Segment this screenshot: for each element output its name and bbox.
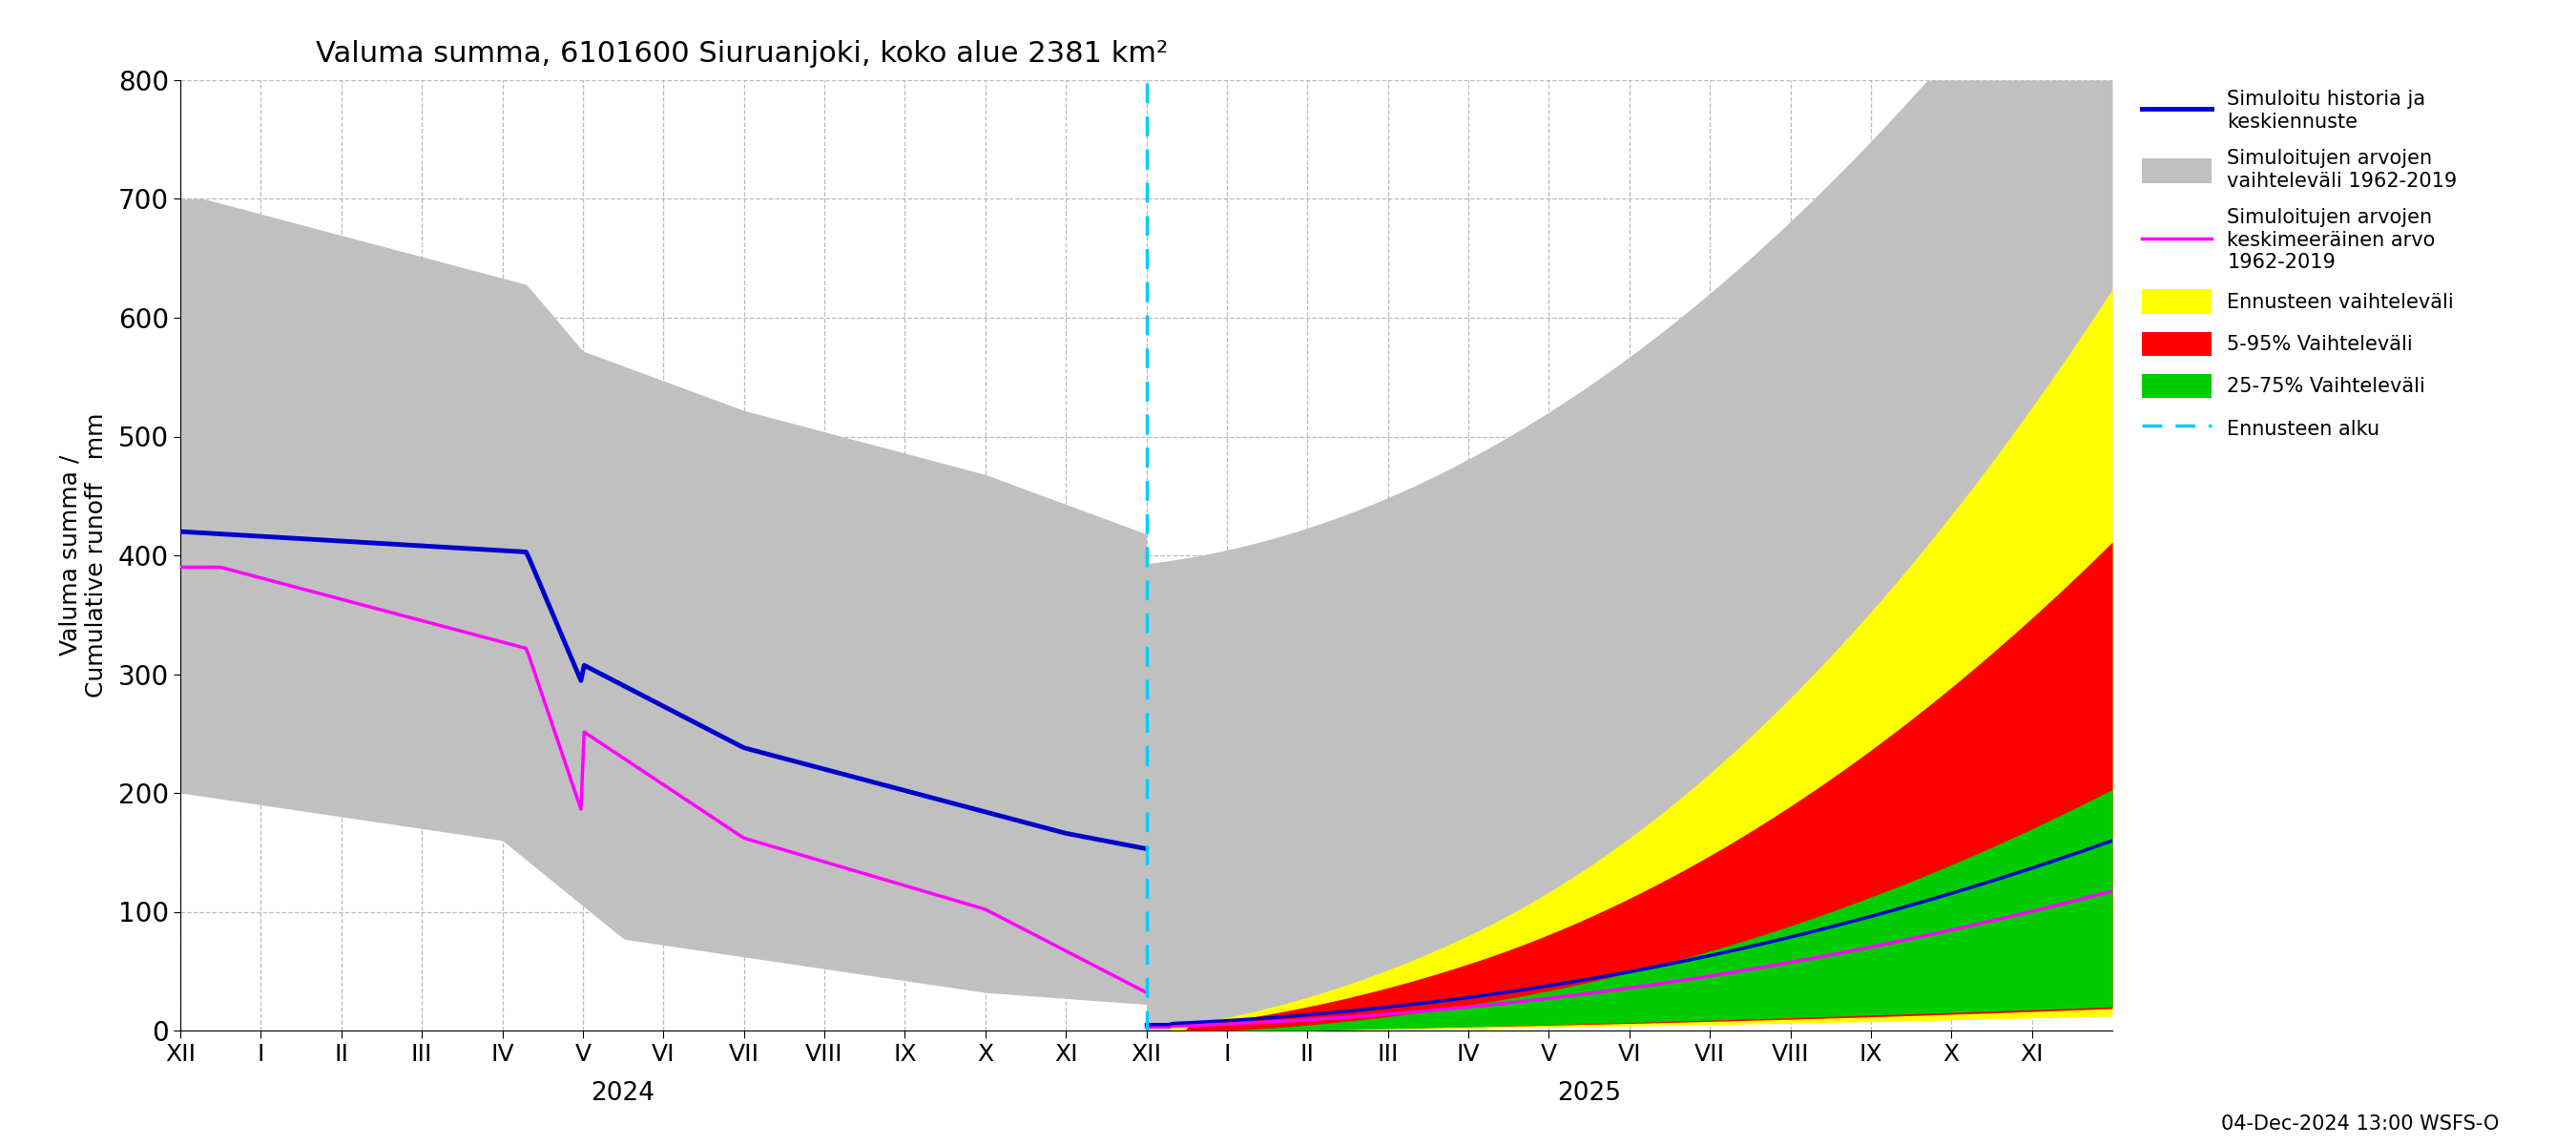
Text: Valuma summa, 6101600 Siuruanjoki, koko alue 2381 km²: Valuma summa, 6101600 Siuruanjoki, koko … [314,40,1167,68]
Text: 04-Dec-2024 13:00 WSFS-O: 04-Dec-2024 13:00 WSFS-O [2221,1114,2499,1134]
Text: 2024: 2024 [590,1081,654,1106]
Text: 2025: 2025 [1556,1081,1620,1106]
Legend: Simuloitu historia ja
keskiennuste, Simuloitujen arvojen
vaihteleväli 1962-2019,: Simuloitu historia ja keskiennuste, Simu… [2141,90,2458,440]
Y-axis label: Valuma summa /
Cumulative runoff   mm: Valuma summa / Cumulative runoff mm [59,413,108,697]
